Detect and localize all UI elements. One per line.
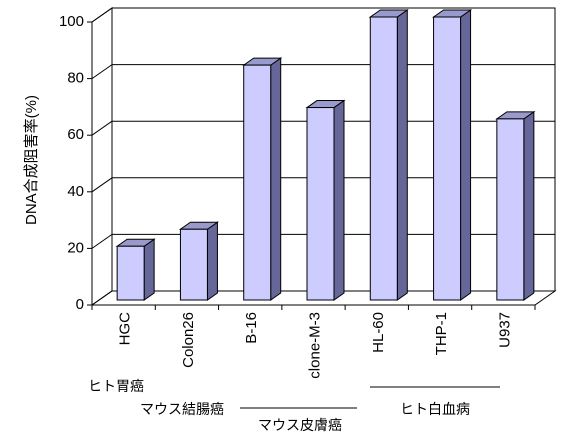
grid-line [91,233,113,249]
bar-side [270,57,282,301]
x-tick-label: U937 [496,312,513,348]
x-tick-label: HL-60 [370,312,387,353]
grid-line [91,177,113,193]
bar [243,64,272,301]
bar [306,107,335,301]
bar-side [333,99,345,301]
y-tick-label: 80 [67,70,84,87]
bar [369,16,398,301]
bar [433,16,462,301]
group-label: ヒト白血病 [400,401,470,417]
group-label: ヒト胃癌 [88,378,144,394]
y-tick-label: 20 [67,239,84,256]
group-label: マウス結腸癌 [140,401,224,417]
y-tick-label: 60 [67,126,84,143]
bar [116,245,145,301]
grid-line [91,120,113,136]
y-tick-label: 0 [76,296,84,313]
x-tick-label: B-16 [243,312,260,344]
bar-side [460,9,472,301]
x-tick-label: clone-M-3 [306,312,323,379]
group-label: マウス皮膚癌 [258,417,342,433]
bar [496,118,525,301]
y-tick-label: 100 [59,13,84,30]
x-tick-label: Colon26 [180,312,197,368]
x-tick-label: HGC [117,312,134,346]
y-axis-label: DNA合成阻害率(%) [23,95,40,225]
grid-line [91,64,113,80]
bar-side [523,110,535,301]
x-tick-label: THP-1 [433,312,450,355]
grid-line [91,290,113,306]
side-wall [91,7,113,306]
bar [179,228,208,301]
bar-side [206,221,218,301]
grid-line [91,7,113,23]
bar-side [396,9,408,301]
y-tick-label: 40 [67,183,84,200]
bar-side [143,238,155,301]
